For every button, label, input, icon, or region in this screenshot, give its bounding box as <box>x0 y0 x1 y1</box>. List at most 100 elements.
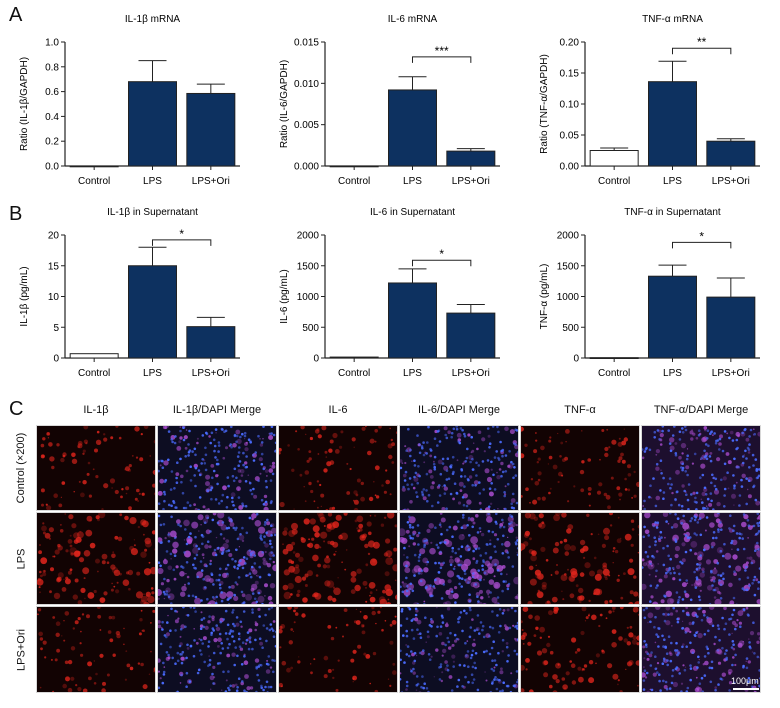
x-tick-label: LPS+Ori <box>712 368 750 379</box>
significance-label: ** <box>697 35 707 49</box>
x-tick-label: LPS+Ori <box>452 368 490 379</box>
y-tick-label: 0.0 <box>45 162 59 173</box>
bar <box>706 140 756 167</box>
scale-bar <box>733 688 759 690</box>
micrograph-image <box>399 606 519 693</box>
significance-label: * <box>439 247 444 261</box>
chart-title: IL-1β mRNA <box>125 14 181 25</box>
y-axis-label: Ratio (IL-6/GAPDH) <box>279 60 290 148</box>
y-axis-label: TNF-α (pg/mL) <box>539 264 550 330</box>
bar <box>128 265 177 359</box>
y-tick-label: 1000 <box>557 292 580 303</box>
y-tick-label: 0.6 <box>45 87 59 98</box>
chart-title: IL-6 mRNA <box>388 14 438 25</box>
y-tick-label: 0 <box>53 354 59 365</box>
micrograph-image <box>641 606 761 693</box>
micrograph-texture <box>400 426 518 510</box>
micrograph-texture <box>37 607 155 692</box>
x-tick-label: Control <box>338 368 370 379</box>
y-tick-label: 2000 <box>557 231 580 242</box>
micrograph-texture <box>400 607 518 692</box>
x-tick-label: LPS <box>663 176 682 187</box>
micrograph-image <box>157 606 277 693</box>
x-tick-label: Control <box>598 368 630 379</box>
micrograph-image <box>399 512 519 605</box>
micrograph-texture <box>400 513 518 604</box>
y-tick-label: 0.005 <box>294 120 319 131</box>
chart-tnfa-supernatant: TNF-α in Supernatant TNF-α (pg/mL) 0 500 100… <box>539 207 760 379</box>
micrograph-texture <box>642 426 760 510</box>
y-axis-label: Ratio (TNF-α/GAPDH) <box>539 54 550 154</box>
micrograph-column-label: TNF-α/DAPI Merge <box>653 404 749 416</box>
micrograph-texture <box>642 607 760 692</box>
micrograph-image <box>278 425 398 511</box>
x-tick-label: Control <box>78 176 110 187</box>
bar <box>388 89 437 167</box>
micrograph-image <box>278 512 398 605</box>
micrograph-column-label: IL-1β <box>83 404 109 416</box>
micrograph-texture <box>158 426 276 510</box>
panel-label-b: B <box>9 203 23 225</box>
bar <box>589 150 639 167</box>
micrograph-column-label: IL-6 <box>328 404 348 416</box>
y-tick-label: 0.015 <box>294 38 319 49</box>
y-tick-label: 10 <box>48 292 60 303</box>
micrograph-texture <box>642 513 760 604</box>
x-tick-label: LPS <box>663 368 682 379</box>
micrograph-column-label: TNF-α <box>564 404 596 416</box>
y-tick-label: 15 <box>48 261 60 272</box>
chart-title: IL-6 in Supernatant <box>370 207 455 218</box>
y-tick-label: 500 <box>562 323 579 334</box>
micrograph-texture <box>521 607 639 692</box>
y-tick-label: 1000 <box>297 292 320 303</box>
chart-title: IL-1β in Supernatant <box>107 207 198 218</box>
y-tick-label: 0.000 <box>294 162 319 173</box>
panel-label-c: C <box>9 398 24 420</box>
bar <box>446 312 496 359</box>
significance-bracket <box>672 241 732 249</box>
chart-tnfa-mrna: TNF-α mRNA Ratio (TNF-α/GAPDH) 0.00 0.05 0.1… <box>539 14 760 187</box>
scale-bar-label: 100μm <box>731 676 759 686</box>
micrograph-image <box>278 606 398 693</box>
y-tick-label: 5 <box>53 323 59 334</box>
micrograph-image <box>520 512 640 605</box>
bar <box>706 296 756 359</box>
bar <box>388 282 437 359</box>
micrograph-texture <box>282 513 397 604</box>
chart-il1b-mrna: IL-1β mRNA Ratio (IL-1β/GAPDH) 0.0 0.2 0.4 0.… <box>19 14 240 187</box>
micrograph-image <box>36 606 156 693</box>
micrograph-row-label: LPS+Ori <box>15 628 27 671</box>
x-tick-label: LPS+Ori <box>192 368 230 379</box>
x-tick-label: LPS <box>403 176 422 187</box>
y-tick-label: 1.0 <box>45 38 59 49</box>
y-tick-label: 0.10 <box>560 100 580 111</box>
micrograph-image <box>36 425 156 511</box>
micrograph-row-label: Control (×200) <box>15 432 27 504</box>
significance-bracket <box>412 56 472 63</box>
significance-label: *** <box>435 44 449 58</box>
micrograph-texture <box>40 426 155 510</box>
micrograph-image <box>157 425 277 511</box>
y-tick-label: 2000 <box>297 231 320 242</box>
x-tick-label: Control <box>338 176 370 187</box>
y-tick-label: 0.010 <box>294 79 319 90</box>
x-tick-label: LPS+Ori <box>192 176 230 187</box>
y-tick-label: 1500 <box>557 261 580 272</box>
micrograph-texture <box>158 607 276 692</box>
micrograph-image <box>520 425 640 511</box>
bar <box>648 81 697 167</box>
y-tick-label: 0.4 <box>45 112 59 123</box>
micrograph-column-label: IL-6/DAPI Merge <box>418 404 500 416</box>
y-tick-label: 500 <box>302 323 319 334</box>
y-tick-label: 20 <box>48 231 60 242</box>
bar <box>128 81 177 167</box>
y-tick-label: 0.2 <box>45 137 59 148</box>
micrograph-texture <box>279 426 397 510</box>
x-tick-label: LPS <box>143 176 162 187</box>
x-tick-label: Control <box>78 368 110 379</box>
significance-bracket <box>412 259 472 267</box>
significance-label: * <box>699 229 704 243</box>
micrograph-image <box>520 606 640 693</box>
micrograph-texture <box>158 513 276 604</box>
micrograph-texture <box>521 513 639 604</box>
